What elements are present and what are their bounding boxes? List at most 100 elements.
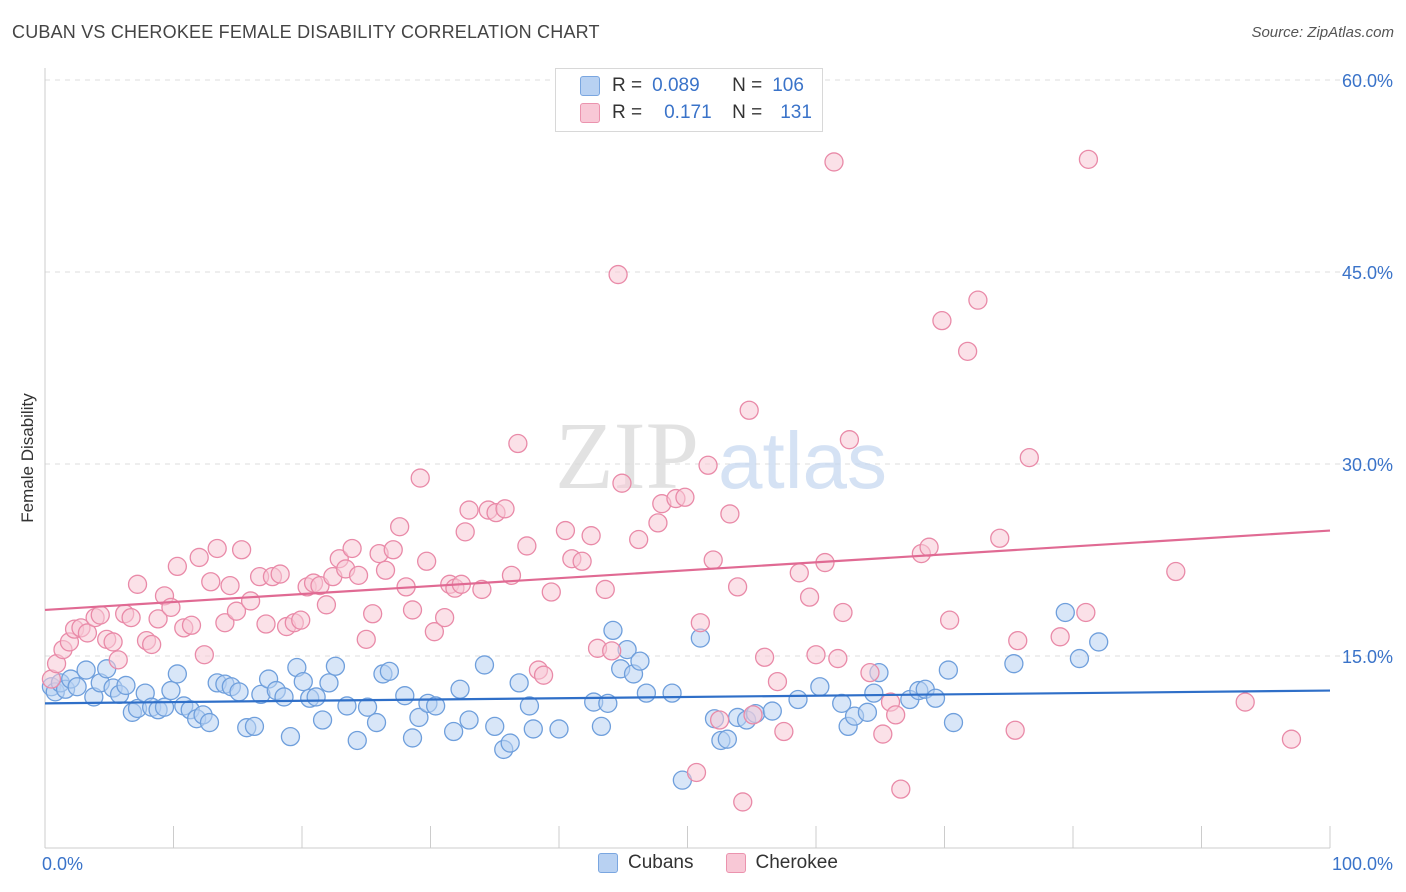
data-point — [743, 705, 763, 725]
data-point — [1005, 720, 1025, 740]
data-point — [839, 430, 860, 450]
data-point — [1089, 632, 1109, 652]
data-point — [1055, 602, 1075, 623]
data-point — [434, 607, 455, 628]
r-label: R = — [612, 75, 643, 96]
data-point — [581, 526, 601, 546]
data-point — [709, 710, 730, 730]
legend-label-cubans: Cubans — [628, 852, 694, 873]
data-point — [474, 655, 495, 675]
legend-row-cubans: R = 0.089 N = 106 — [580, 74, 804, 98]
data-point — [256, 614, 276, 634]
data-point — [1004, 654, 1024, 674]
x-tick-label: 100.0% — [1332, 854, 1393, 874]
data-point — [990, 528, 1010, 548]
series-legend: Cubans Cherokee — [598, 852, 870, 874]
data-point — [519, 696, 540, 716]
data-point — [485, 716, 505, 737]
data-point — [402, 728, 423, 748]
data-point — [555, 520, 576, 541]
data-point — [142, 634, 162, 655]
legend-item-cherokee: Cherokee — [725, 852, 838, 874]
data-point — [810, 677, 830, 697]
data-point — [90, 605, 110, 625]
axes — [44, 68, 1331, 849]
data-point — [450, 679, 470, 699]
data-point — [864, 683, 884, 703]
data-point — [886, 705, 906, 725]
data-point — [698, 455, 718, 475]
data-point — [603, 620, 623, 641]
data-point — [274, 687, 294, 707]
data-point — [523, 719, 543, 739]
data-point — [199, 712, 220, 733]
legend-label-cherokee: Cherokee — [755, 852, 838, 873]
legend-row-cherokee: R = 0.171 N = 131 — [580, 101, 812, 125]
data-point — [306, 687, 326, 707]
data-point — [167, 556, 188, 577]
y-tick-label: 15.0% — [1342, 647, 1393, 667]
data-point — [662, 683, 682, 703]
cubans-swatch — [580, 76, 600, 96]
data-point — [459, 500, 479, 520]
data-point — [226, 601, 247, 621]
data-point — [77, 623, 98, 643]
series-cubans — [41, 602, 1109, 790]
data-point — [342, 538, 362, 559]
x-tick-label: 0.0% — [42, 854, 83, 874]
data-point — [194, 645, 214, 665]
data-point — [799, 587, 820, 607]
data-point — [379, 661, 400, 682]
data-point — [347, 730, 367, 751]
data-point — [1050, 627, 1070, 647]
data-point — [968, 290, 988, 310]
data-point — [860, 662, 880, 683]
data-point — [500, 733, 520, 753]
data-point — [572, 551, 592, 571]
data-point — [189, 547, 209, 568]
data-point — [316, 595, 337, 615]
data-point — [167, 664, 188, 684]
data-point — [733, 792, 753, 812]
data-point — [1069, 648, 1090, 669]
data-point — [67, 677, 87, 697]
data-point — [1078, 149, 1099, 170]
data-point — [720, 504, 740, 524]
data-point — [508, 433, 528, 454]
data-point — [319, 673, 339, 693]
data-point — [363, 604, 383, 624]
data-point — [280, 726, 301, 747]
data-point — [366, 712, 387, 733]
data-point — [312, 710, 333, 730]
data-point — [939, 610, 960, 630]
series-cherokee — [41, 149, 1302, 812]
data-point — [549, 719, 569, 739]
data-point — [1166, 561, 1186, 582]
data-point — [774, 721, 794, 742]
data-point — [108, 650, 128, 670]
data-point — [270, 564, 290, 584]
data-point — [675, 487, 695, 507]
data-point — [806, 645, 826, 665]
data-point — [824, 152, 844, 172]
data-point — [409, 707, 429, 728]
data-point — [591, 716, 612, 737]
data-point — [375, 560, 396, 580]
n-value: 106 — [772, 75, 804, 96]
data-point — [833, 602, 853, 623]
data-point — [739, 400, 759, 420]
r-value: 0.089 — [652, 75, 700, 96]
data-point — [293, 671, 313, 692]
data-point — [1019, 447, 1039, 468]
data-point — [1008, 630, 1028, 651]
data-point — [767, 671, 788, 692]
data-point — [1076, 602, 1096, 623]
cherokee-swatch — [725, 853, 746, 873]
data-point — [103, 632, 123, 652]
r-value: 0.171 — [664, 102, 712, 123]
data-point — [116, 675, 136, 696]
data-point — [472, 579, 492, 600]
data-point — [356, 629, 376, 650]
tick-labels: 15.0% 30.0% 45.0% 60.0% 0.0% 100.0% — [42, 71, 1393, 874]
data-point — [629, 529, 649, 550]
